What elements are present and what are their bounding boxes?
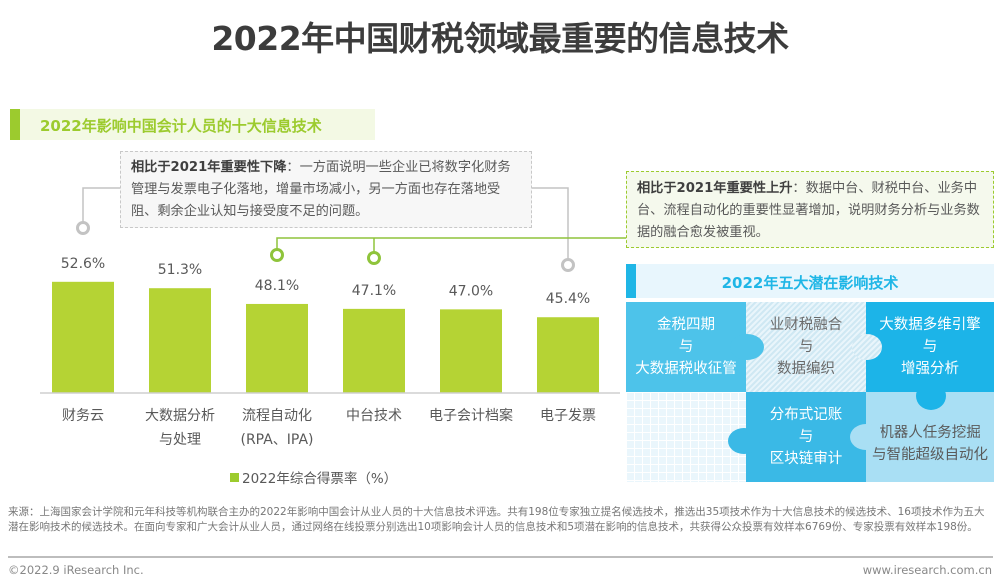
- top10-section-header: 2022年影响中国会计人员的十大信息技术: [10, 109, 375, 140]
- copyright: ©2022.9 iResearch Inc.: [8, 563, 144, 577]
- puzzle-tile-golden-tax: 金税四期与大数据税收征管: [626, 302, 746, 392]
- category-label: 大数据分析: [145, 408, 215, 424]
- rise-callout: 相比于2021年重要性上升：数据中台、财税中台、业务中台、流程自动化的重要性显著…: [626, 171, 994, 248]
- chart-legend: 2022年综合得票率（%）: [230, 467, 397, 487]
- puzzle-knob: [728, 428, 760, 454]
- bar-4: [440, 309, 502, 393]
- rise-callout-text: ：数据中台、财税中台、业务中台、流程自动化的重要性显著增加，说明财务分析与业务数…: [637, 181, 980, 240]
- puzzle-tile-distributed-ledger: 分布式记账与区块链审计: [746, 392, 866, 482]
- puzzle-tile-bigdata-engine: 大数据多维引擎与增强分析: [866, 302, 994, 392]
- bar-3: [343, 308, 405, 393]
- bar-value-label: 47.1%: [352, 283, 396, 299]
- bar-value-label: 48.1%: [255, 278, 299, 294]
- potential-section-title: 2022年五大潜在影响技术: [721, 274, 899, 292]
- puzzle-knob: [916, 382, 946, 410]
- bar-value-label: 51.3%: [158, 262, 202, 278]
- category-label: 与处理: [159, 432, 201, 448]
- category-label: 电子发票: [540, 408, 596, 424]
- rise-callout-heading: 相比于2021年重要性上升: [637, 181, 793, 196]
- potential-section-header: 2022年五大潜在影响技术: [626, 264, 994, 298]
- puzzle-knob: [730, 334, 764, 360]
- puzzle-tile-grid-blank: [626, 392, 746, 482]
- footer-divider: [8, 556, 993, 558]
- puzzle-tile-business-finance-tax: 业财税融合与数据编织: [746, 302, 866, 392]
- legend-swatch: [230, 473, 239, 482]
- page-title: 2022年中国财税领域最重要的信息技术: [211, 19, 789, 58]
- website-link[interactable]: www.iresearch.com.cn: [862, 563, 992, 577]
- potential-accent-bar: [626, 264, 636, 298]
- category-label: 财务云: [62, 408, 104, 424]
- category-label: (RPA、IPA): [240, 432, 313, 448]
- bar-value-label: 45.4%: [546, 291, 590, 307]
- puzzle-knob: [852, 334, 882, 360]
- bar-5: [537, 317, 599, 393]
- category-label: 中台技术: [346, 408, 402, 424]
- top10-section-title: 2022年影响中国会计人员的十大信息技术: [40, 117, 322, 135]
- source-note: 来源：上海国家会计学院和元年科技等机构联合主办的2022年影响中国会计从业人员的…: [8, 506, 985, 533]
- potential-tech-puzzle: 金税四期与大数据税收征管 业财税融合与数据编织 大数据多维引擎与增强分析 机器人…: [626, 302, 994, 482]
- decline-callout: 相比于2021年重要性下降：一方面说明一些企业已将数字化财务管理与发票电子化落地…: [120, 151, 532, 228]
- legend-label: 2022年综合得票率（%）: [242, 471, 398, 487]
- bar-value-label: 47.0%: [449, 283, 493, 299]
- category-label: 流程自动化: [242, 408, 312, 424]
- category-label: 电子会计档案: [429, 407, 513, 424]
- bar-2: [246, 303, 308, 393]
- puzzle-knob: [850, 424, 882, 450]
- bar-0: [52, 281, 114, 393]
- decline-callout-heading: 相比于2021年重要性下降: [131, 160, 287, 175]
- decline-callout-text: ：一方面说明一些企业已将数字化财务管理与发票电子化落地，增量市场减小，另一方面也…: [131, 160, 511, 219]
- bar-1: [149, 288, 211, 393]
- bar-value-label: 52.6%: [61, 256, 105, 272]
- section-accent-bar: [10, 109, 20, 140]
